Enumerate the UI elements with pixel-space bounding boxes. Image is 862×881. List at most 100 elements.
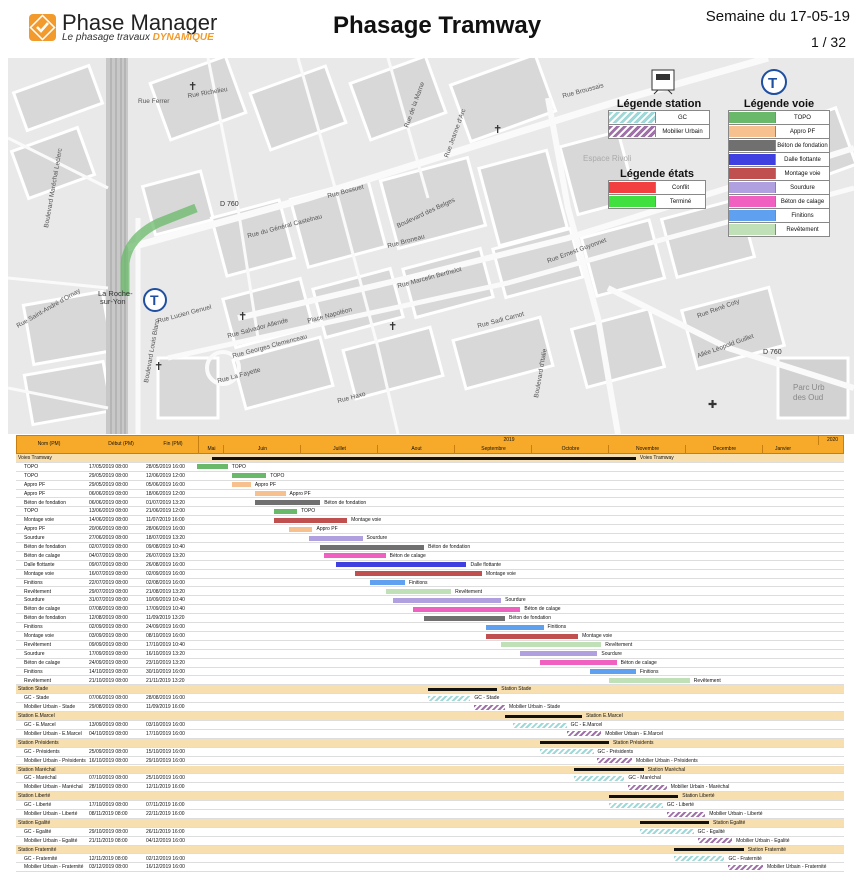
gantt-bar[interactable] [254,491,286,497]
gantt-bar[interactable] [370,580,405,586]
gantt-task-row[interactable]: TOPO 13/06/2019 08:00 21/06/2019 12:00 TOPO [16,507,844,517]
gantt-group-row[interactable]: Station Maréchal Station Maréchal [16,765,844,775]
gantt-bar[interactable] [424,615,505,621]
gantt-task-row[interactable]: Béton de calage 07/08/2019 08:00 17/09/201… [16,605,844,615]
tramway-topo-segment[interactable] [120,203,198,296]
gantt-bar[interactable] [539,660,617,666]
gantt-bar[interactable] [254,500,321,505]
gantt-task-row[interactable]: Mobilier Urbain - Présidents 16/10/2019 0… [16,757,844,766]
gantt-bar[interactable] [639,829,694,835]
gantt-group-row[interactable]: Station Présidents Station Présidents [16,738,844,748]
gantt-task-row[interactable]: Mobilier Urbain - Egalité 21/11/2019 08:0… [16,837,844,846]
gantt-bar[interactable] [608,794,679,798]
gantt-task-row[interactable]: Mobilier Urbain - Liberté 08/11/2019 08:0… [16,810,844,819]
gantt-bar[interactable] [520,651,598,657]
gantt-task-row[interactable]: Revêtement 21/10/2019 08:00 21/11/2019 13:… [16,677,844,686]
gantt-task-row[interactable]: Dalle flottante 09/07/2019 08:00 26/08/201… [16,561,844,570]
gantt-bar[interactable] [274,508,298,514]
gantt-bar[interactable] [308,535,363,541]
gantt-bar[interactable] [628,784,667,790]
gantt-task-row[interactable]: GC - Présidents 25/09/2019 08:00 15/10/201… [16,748,844,757]
gantt-task-row[interactable]: Appro PF 29/05/2019 08:00 05/06/2019 16:00… [16,481,844,490]
gantt-task-row[interactable]: Finitions 02/09/2019 08:00 24/09/2019 16:0… [16,623,844,632]
map-view[interactable]: Rue Richelieu Rue Ferrer Boulevard des B… [8,58,854,434]
gantt-group-row[interactable]: Station Stade Station Stade [16,685,844,695]
gantt-task-row[interactable]: GC - E.Marcel 13/09/2019 08:00 03/10/2019 … [16,721,844,730]
gantt-bar[interactable] [728,864,763,870]
gantt-bar[interactable] [539,741,609,745]
gantt-task-row[interactable]: Béton de calage 04/07/2019 08:00 26/07/201… [16,552,844,561]
gantt-bar[interactable] [385,589,452,594]
gantt-bar[interactable] [574,768,644,771]
legend-voie: Légende voie TOPO Appro PF Béton de fondat… [728,98,830,237]
gantt-bar[interactable] [393,597,502,603]
gantt-task-row[interactable]: Béton de fondation 06/06/2019 08:00 01/07/… [16,499,844,508]
gantt-bar[interactable] [501,642,602,648]
gantt-bar[interactable] [428,687,498,691]
gantt-task-row[interactable]: Sourdure 31/07/2019 08:00 10/09/2019 10:40… [16,596,844,606]
gantt-task-row[interactable]: GC - Maréchal 07/10/2019 08:00 25/10/2019 … [16,774,844,784]
gantt-task-row[interactable]: GC - Fraternité 12/11/2019 08:00 02/12/201… [16,855,844,864]
gantt-task-row[interactable]: Mobilier Urbain - Stade 29/08/2019 08:00 1… [16,703,844,713]
gantt-task-row[interactable]: Béton de fondation 02/07/2019 08:00 09/08/… [16,543,844,552]
gantt-bar[interactable] [608,678,690,683]
gantt-task-row[interactable]: Béton de fondation 12/08/2019 08:00 11/09/… [16,614,844,624]
gantt-task-row[interactable]: Appro PF 06/06/2019 08:00 18/06/2019 12:00… [16,490,844,499]
gantt-task-row[interactable]: Appro PF 20/06/2019 08:00 28/06/2019 16:00… [16,525,844,535]
gantt-bar[interactable] [324,553,386,559]
gantt-group-row[interactable]: Voies Tramway Voies Tramway [16,454,844,463]
gantt-task-row[interactable]: Finitions 22/07/2019 08:00 02/08/2019 16:0… [16,579,844,588]
gantt-bar[interactable] [197,464,228,470]
gantt-bar[interactable] [589,669,636,675]
gantt-bar-label: Montage voie [582,633,613,639]
gantt-bar[interactable] [666,811,706,817]
gantt-task-row[interactable]: Mobilier Urbain - E.Marcel 04/10/2019 08:… [16,730,844,739]
gantt-bar[interactable] [231,473,267,479]
gantt-bar[interactable] [274,517,348,523]
gantt-bar[interactable] [539,749,594,755]
gantt-bar[interactable] [697,838,733,844]
gantt-task-row[interactable]: Sourdure 27/06/2019 08:00 18/07/2019 13:20… [16,534,844,543]
gantt-bar[interactable] [512,722,567,728]
tram-station-icon[interactable]: T [143,288,167,312]
gantt-task-row[interactable]: TOPO 17/05/2019 08:00 28/05/2019 16:00 TOPO [16,463,844,472]
gantt-task-row[interactable]: Revêtement 09/09/2019 08:00 17/10/2019 10:… [16,641,844,650]
gantt-bar[interactable] [505,714,582,718]
gantt-task-row[interactable]: Mobilier Urbain - Fraternité 03/12/2019 0… [16,863,844,873]
gantt-task-row[interactable]: GC - Liberté 17/10/2019 08:00 07/11/2019 1… [16,801,844,810]
gantt-bar[interactable] [639,821,710,825]
gantt-bar[interactable] [574,775,625,781]
gantt-bar[interactable] [354,571,482,577]
gantt-group-row[interactable]: Station Egalité Station Egalité [16,818,844,828]
gantt-bar[interactable] [412,606,521,612]
gantt-bar[interactable] [335,562,467,568]
gantt-bar[interactable] [674,848,744,852]
gantt-task-row[interactable]: GC - Stade 07/06/2019 08:00 28/08/2019 16:… [16,694,844,704]
gantt-group-row[interactable]: Station Fraternité Station Fraternité [16,845,844,855]
gantt-bar[interactable] [608,802,663,808]
gantt-task-row[interactable]: Montage voie 14/06/2019 08:00 11/07/2019 1… [16,516,844,526]
gantt-task-row[interactable]: Sourdure 17/09/2019 08:00 16/10/2019 13:20… [16,650,844,659]
gantt-task-row[interactable]: Revêtement 29/07/2019 08:00 21/08/2019 13:… [16,588,844,597]
gantt-bar[interactable] [231,482,251,488]
task-start: 31/07/2019 08:00 [89,597,128,604]
gantt-task-row[interactable]: Montage voie 03/09/2019 08:00 08/10/2019 1… [16,632,844,641]
gantt-group-row[interactable]: Station Liberté Station Liberté [16,792,844,802]
gantt-task-row[interactable]: TOPO 29/05/2019 08:00 12/06/2019 12:00 TOPO [16,472,844,481]
gantt-bar[interactable] [289,526,313,532]
gantt-bar[interactable] [428,695,471,701]
gantt-bar[interactable] [474,704,505,710]
gantt-task-row[interactable]: Béton de calage 24/09/2019 08:00 23/10/201… [16,659,844,668]
gantt-bar[interactable] [597,758,633,764]
gantt-task-row[interactable]: GC - Egalité 29/10/2019 08:00 26/11/2019 1… [16,828,844,837]
gantt-task-row[interactable]: Mobilier Urbain - Maréchal 28/10/2019 08:… [16,783,844,793]
gantt-bar[interactable] [566,731,602,737]
gantt-bar[interactable] [485,624,544,630]
gantt-bar[interactable] [212,456,636,460]
gantt-task-row[interactable]: Montage voie 16/07/2019 08:00 02/09/2019 1… [16,570,844,579]
gantt-bar[interactable] [320,544,425,550]
gantt-group-row[interactable]: Station E.Marcel Station E.Marcel [16,712,844,721]
gantt-bar[interactable] [674,856,725,861]
gantt-bar[interactable] [485,633,579,639]
gantt-task-row[interactable]: Finitions 14/10/2019 08:00 30/10/2019 16:0… [16,668,844,677]
